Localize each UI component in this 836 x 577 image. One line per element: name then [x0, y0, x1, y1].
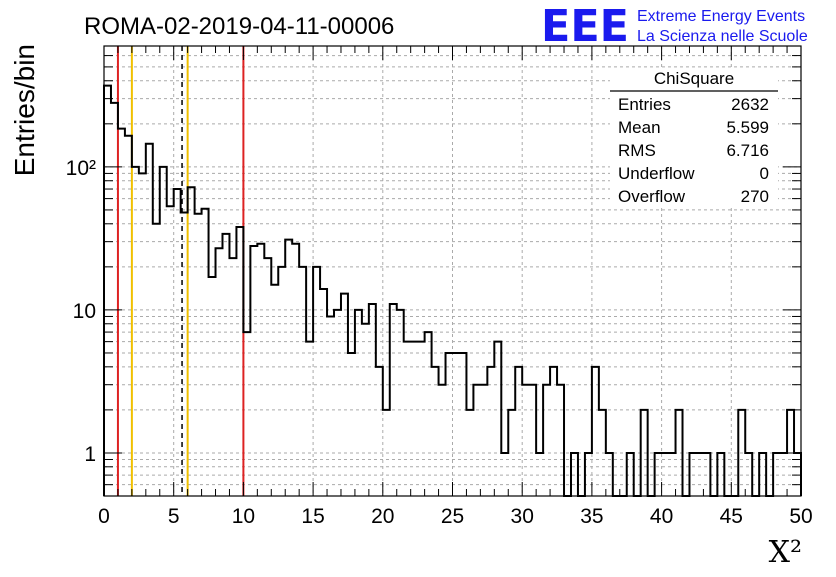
stats-box-rows: Entries 2632 Mean 5.599 RMS 6.716 Underflow 0 Ov… — [618, 95, 769, 206]
x-tick-label: 40 — [650, 505, 673, 528]
x-axis-label: X² — [769, 535, 802, 570]
chart-title: ROMA-02-2019-04-11-00006 — [84, 13, 394, 40]
x-tick-label: 5 — [168, 505, 180, 528]
x-tick-label: 20 — [371, 505, 394, 528]
stats-row-label: Mean — [618, 118, 661, 137]
x-tick-label: 45 — [720, 505, 743, 528]
stats-row-value: 0 — [760, 164, 769, 183]
logo-mark: EEE — [541, 1, 629, 52]
x-tick-label: 25 — [441, 505, 464, 528]
stats-row-value: 270 — [741, 187, 769, 206]
eee-logo: EEE Extreme Energy Events La Scienza nel… — [541, 1, 808, 52]
stats-row-label: RMS — [618, 141, 656, 160]
x-tick-label: 35 — [580, 505, 603, 528]
y-axis-label: Entries/bin — [9, 44, 40, 176]
marker-lines — [116, 46, 245, 496]
x-tick-label: 10 — [232, 505, 255, 528]
stats-row-value: 6.716 — [726, 141, 769, 160]
stats-row-value: 5.599 — [726, 118, 769, 137]
x-tick-label: 50 — [789, 505, 812, 528]
stats-row-label: Entries — [618, 95, 671, 114]
histogram-series — [103, 84, 802, 497]
y-tick-labels: 1 10 10² — [66, 157, 96, 466]
axis-ticks — [103, 45, 802, 497]
logo-line1: Extreme Energy Events — [637, 8, 805, 25]
logo-line2: La Scienza nelle Scuole — [637, 28, 808, 45]
y-tick-label: 10² — [66, 157, 96, 180]
x-tick-label: 15 — [301, 505, 324, 528]
stats-row-value: 2632 — [731, 95, 769, 114]
x-tick-label: 0 — [98, 505, 110, 528]
stats-row-label: Underflow — [618, 164, 695, 183]
stats-row-label: Overflow — [618, 187, 686, 206]
x-tick-labels: 0 5 10 15 20 25 30 35 40 45 50 — [98, 505, 813, 528]
stats-box: ChiSquare Entries 2632 Mean 5.599 RMS 6.716 Un… — [610, 68, 778, 208]
stats-box-title: ChiSquare — [654, 69, 734, 88]
y-tick-label: 1 — [84, 443, 96, 466]
y-tick-label: 10 — [73, 300, 96, 323]
x-tick-label: 30 — [511, 505, 534, 528]
